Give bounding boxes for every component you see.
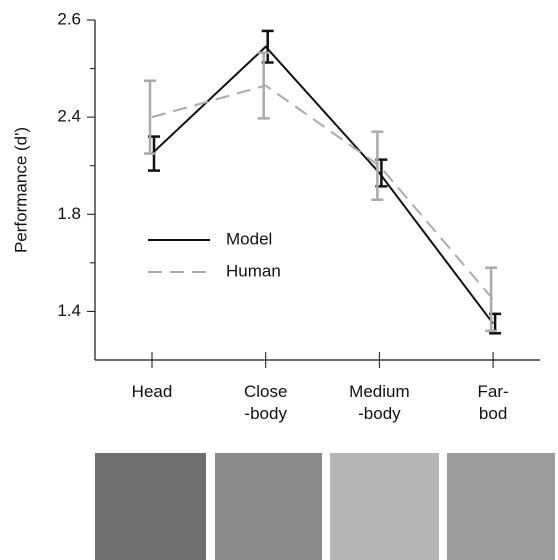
x-tick-label: Close -body [244,382,287,423]
x-tick-label: Head [132,382,173,401]
series-line [151,45,494,325]
legend-label: Human [226,261,281,280]
legend-label: Model [226,229,272,248]
example-image [95,453,206,560]
example-image [447,453,555,560]
example-image [330,453,439,560]
y-tick-label: 1.8 [57,204,81,223]
y-tick-label: 2.6 [57,9,81,28]
x-tick-label: Medium -body [349,382,409,423]
y-axis-title: Performance (d') [11,127,30,253]
x-tick-label: Far-bod [478,382,509,423]
y-tick-label: 1.4 [57,301,81,320]
y-tick-label: 2.4 [57,107,81,126]
series-line [151,84,494,300]
example-image [215,453,322,560]
